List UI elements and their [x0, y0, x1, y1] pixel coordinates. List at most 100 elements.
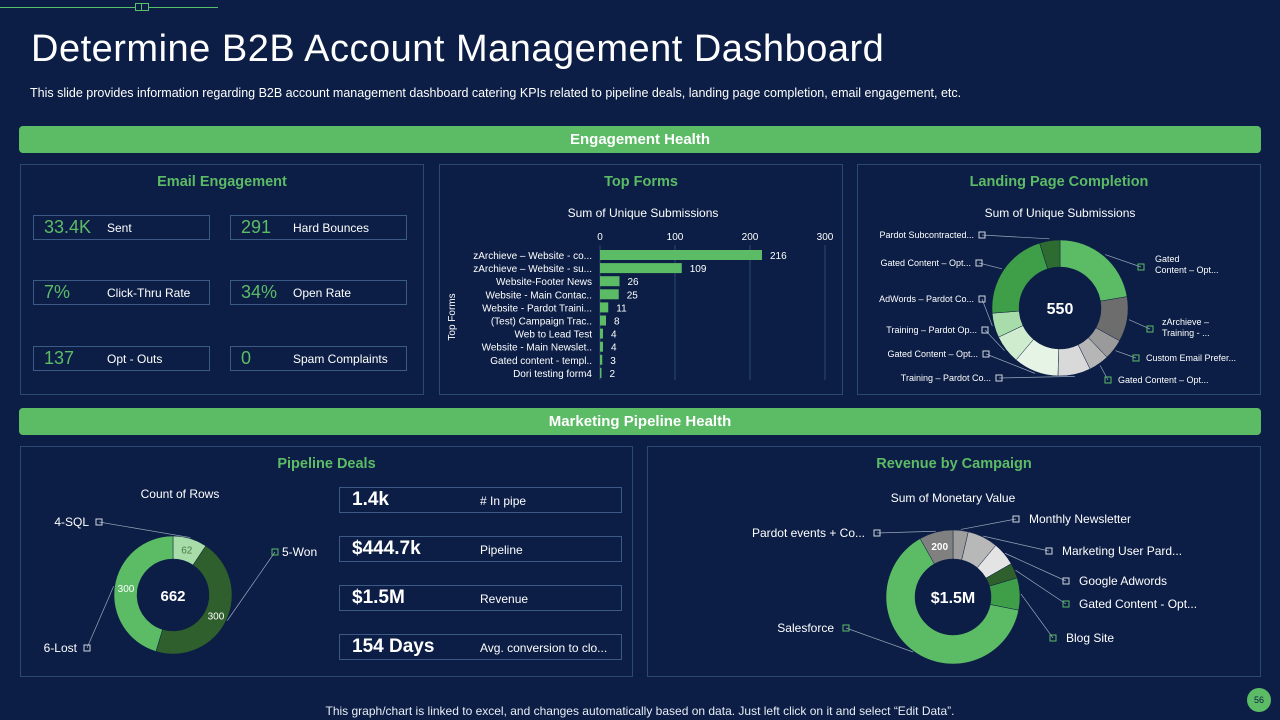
chart-title: Sum of Unique Submissions: [568, 206, 719, 220]
legend-marker: [1062, 577, 1070, 585]
page-subtitle: This slide provides information regardin…: [30, 86, 962, 100]
bar-value-label: 109: [690, 264, 707, 275]
pipeline-deals-panel: Pipeline Deals Count of Rows 662 62 300 300 4…: [20, 446, 633, 677]
page-title: Determine B2B Account Management Dashboa…: [31, 28, 885, 70]
legend-marker: [1012, 515, 1020, 523]
slice-label: Gated Content - Opt...: [1079, 597, 1197, 611]
landing-page-panel: Landing Page Completion Sum of Unique Su…: [857, 164, 1261, 395]
bar-value-label: 8: [614, 317, 620, 328]
leader-line: [1099, 365, 1109, 381]
legend-marker: [1146, 325, 1154, 333]
bar-value-label: 3: [610, 356, 616, 367]
pipeline-deals-donut-chart[interactable]: Count of Rows 662 62 300 300 4-SQL 5-Won 6-Lost: [21, 447, 321, 676]
donut-slice: [155, 545, 233, 655]
top-decoration-box: [135, 3, 149, 11]
slice-label: Gated Content – Opt...: [1118, 375, 1209, 385]
bar: [600, 289, 619, 300]
kpi-value: 0: [241, 348, 252, 368]
top-decoration-line-right: [149, 7, 218, 8]
donut-center-label: 662: [160, 588, 185, 605]
y-axis-label: Top Forms: [447, 293, 458, 340]
leader-line: [978, 262, 1003, 270]
legend-marker: [978, 295, 986, 303]
leader-line: [876, 530, 936, 534]
slice-label: Blog Site: [1066, 631, 1114, 645]
leader-line: [98, 521, 191, 538]
chart-title: Sum of Unique Submissions: [985, 206, 1136, 220]
slice-label: Gated Content – Opt...: [887, 349, 978, 359]
donut-slice: [919, 529, 954, 565]
bar-value-label: 2: [610, 369, 616, 380]
leader-line: [998, 376, 1075, 379]
legend-marker: [1045, 547, 1053, 555]
slice-label: Marketing User Pard...: [1062, 544, 1182, 558]
landing-page-donut-chart[interactable]: Sum of Unique Submissions 550 GatedContent…: [858, 165, 1260, 394]
category-label: Website - Main Contac..: [485, 290, 592, 301]
top-decoration-line-left: [0, 7, 135, 8]
donut-center-label: 550: [1047, 301, 1074, 318]
kpi-label: Pipeline: [480, 543, 523, 557]
top-forms-panel: Top Forms Sum of Unique Submissions 0 100 2…: [439, 164, 843, 395]
legend-marker: [1137, 263, 1145, 271]
kpi-value: 137: [44, 348, 75, 368]
leader-line: [981, 234, 1050, 240]
legend-marker: [995, 374, 1003, 382]
bar-value-label: 11: [616, 303, 627, 314]
slice-label: Salesforce: [777, 621, 834, 635]
slice-label: 5-Won: [282, 545, 317, 559]
slice-label: zArchieve –: [1162, 317, 1209, 327]
pipeline-kpi-pipeline: $444.7k Pipeline: [339, 536, 622, 562]
legend-marker: [1132, 354, 1140, 362]
kpi-label: Sent: [107, 221, 132, 235]
legend-marker: [95, 518, 103, 526]
kpi-hard-bounces: 291 Hard Bounces: [230, 215, 407, 240]
bar-value-label: 4: [611, 330, 617, 341]
legend-marker: [1104, 376, 1112, 384]
slice-label: Training – Pardot Co...: [901, 373, 991, 383]
bar: [600, 263, 682, 274]
kpi-value: 1.4k: [352, 489, 389, 510]
category-label: (Test) Campaign Trac..: [491, 317, 592, 328]
legend-marker: [981, 326, 989, 334]
kpi-label: Open Rate: [293, 286, 352, 300]
footer-note: This graph/chart is linked to excel, and…: [325, 704, 955, 718]
kpi-label: Revenue: [480, 592, 529, 606]
slice-label: Monthly Newsletter: [1029, 512, 1131, 526]
kpi-open-rate: 34% Open Rate: [230, 280, 407, 305]
slice-label: AdWords – Pardot Co...: [879, 294, 974, 304]
x-tick-label: 200: [742, 232, 759, 243]
top-forms-bar-chart[interactable]: Sum of Unique Submissions 0 100 200 300 zArch…: [440, 165, 842, 394]
kpi-value: $1.5M: [352, 587, 405, 608]
donut-slice: [1059, 239, 1128, 302]
kpi-value: 154 Days: [352, 636, 435, 657]
legend-marker: [842, 624, 850, 632]
slice-label: Custom Email Prefer...: [1146, 353, 1236, 363]
donut-slice: [885, 538, 1019, 665]
leader-line: [86, 586, 114, 649]
bar: [600, 302, 609, 313]
slice-label: 6-Lost: [44, 641, 78, 655]
top-forms-title: Top Forms: [604, 174, 678, 190]
bar-value-label: 216: [770, 251, 787, 262]
bar: [600, 341, 603, 352]
leader-line: [985, 353, 1036, 374]
legend-marker: [978, 231, 986, 239]
slice-label: Gated: [1155, 254, 1180, 264]
kpi-value: 7%: [44, 282, 71, 302]
category-label: Website - Pardot Traini...: [482, 303, 592, 314]
leader-line: [226, 551, 276, 621]
leader-line: [845, 627, 914, 653]
x-tick-label: 300: [817, 232, 834, 243]
kpi-spam-complaints: 0 Spam Complaints: [230, 346, 407, 371]
kpi-label: Opt - Outs: [107, 352, 163, 366]
leader-line: [1004, 552, 1067, 582]
leader-line: [983, 535, 1050, 552]
revenue-donut-chart[interactable]: Sum of Monetary Value $1.5M 200 Monthly New…: [648, 447, 1260, 676]
chart-title: Count of Rows: [141, 487, 220, 501]
slice-value-label: 62: [181, 546, 193, 557]
engagement-health-band: Engagement Health: [19, 126, 1261, 153]
kpi-label: # In pipe: [480, 494, 527, 508]
bar-value-label: 26: [628, 277, 640, 288]
kpi-value: 34%: [241, 282, 278, 302]
leader-line: [1015, 569, 1067, 605]
